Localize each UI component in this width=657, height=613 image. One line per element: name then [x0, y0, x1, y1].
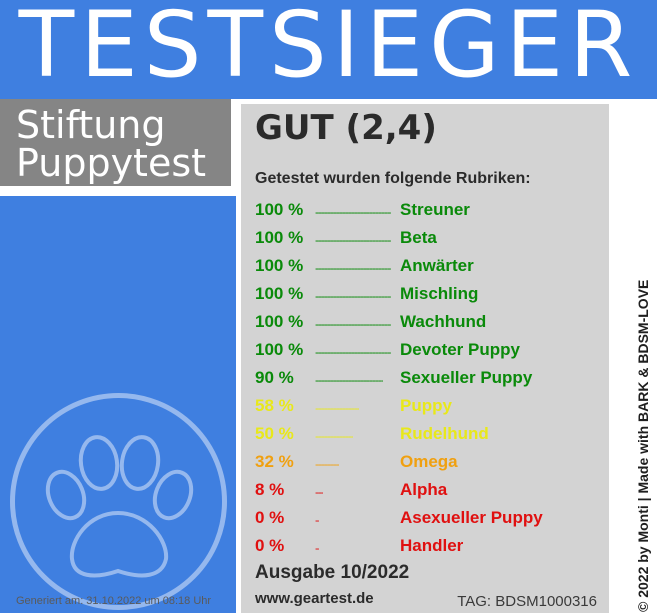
rubric-row: 100 % -----------------------------------… [241, 284, 609, 312]
rubric-row: 8 % -------------------------------------… [241, 480, 609, 508]
rubric-category: Beta [400, 228, 437, 247]
rubric-percent: 0 % [255, 508, 285, 527]
rubric-category: Puppy [400, 396, 452, 415]
rubric-percent: 50 % [255, 424, 294, 443]
rubric-percent: 32 % [255, 452, 294, 471]
rubric-dash-bar: ---------------------------------------- [315, 429, 353, 443]
testsieger-title: TESTSIEGER [18, 0, 639, 98]
rubric-dash-bar: ---------------------------------------- [315, 289, 391, 303]
rubric-percent: 100 % [255, 284, 304, 303]
paw-print-icon [10, 393, 227, 610]
rubric-dash-bar: ---------------------------------------- [315, 233, 391, 247]
header-banner: TESTSIEGER [0, 0, 657, 99]
rubric-percent: 0 % [255, 536, 285, 555]
rubric-category: Mischling [400, 284, 479, 303]
rubric-row: 100 % -----------------------------------… [241, 228, 609, 256]
rubric-dash-bar: ---------------------------------------- [315, 457, 339, 471]
credit-text: © 2022 by Monti | Made with BARK & BDSM-… [635, 279, 651, 612]
rubric-row: 0 % -------------------------------------… [241, 508, 609, 536]
rubrics-intro: Getestet wurden folgende Rubriken: [255, 170, 531, 187]
brand-box: Stiftung Puppytest [0, 99, 236, 196]
rubric-category: Streuner [400, 200, 470, 219]
rubric-category: Handler [400, 536, 464, 555]
rubric-category: Sexueller Puppy [400, 368, 533, 387]
rubric-row: 50 % ------------------------------------… [241, 424, 609, 452]
rubric-row: 100 % -----------------------------------… [241, 312, 609, 340]
rubric-percent: 8 % [255, 480, 285, 499]
left-panel: Stiftung Puppytest [0, 99, 236, 613]
rubric-row: 100 % -----------------------------------… [241, 340, 609, 368]
rubric-dash-bar: ---------------------------------------- [315, 401, 359, 415]
rubric-row: 32 % ------------------------------------… [241, 452, 609, 480]
rubric-percent: 100 % [255, 228, 304, 247]
rubric-row: 0 % -------------------------------------… [241, 536, 609, 564]
rubric-category: Rudelhund [400, 424, 489, 443]
rubric-category: Omega [400, 452, 458, 471]
brand-label: Stiftung Puppytest [0, 99, 231, 186]
generated-timestamp: Generiert am: 31.10.2022 um 08:18 Uhr [16, 595, 212, 607]
rubric-row: 90 % ------------------------------------… [241, 368, 609, 396]
rubric-category: Asexueller Puppy [400, 508, 543, 527]
rubric-percent: 100 % [255, 256, 304, 275]
website-link[interactable]: www.geartest.de [255, 590, 374, 607]
grade-heading: GUT (2,4) [255, 108, 437, 148]
rubric-category: Alpha [400, 480, 448, 499]
rubric-category: Anwärter [400, 256, 474, 275]
rubric-category: Devoter Puppy [400, 340, 520, 359]
rubric-percent: 90 % [255, 368, 294, 387]
rubric-percent: 58 % [255, 396, 294, 415]
rubric-dash-bar: ---------------------------------------- [315, 513, 319, 527]
brand-line-2: Puppytest [16, 141, 207, 185]
issue-label: Ausgabe 10/2022 [255, 562, 410, 583]
rubric-category: Wachhund [400, 312, 487, 331]
rubric-dash-bar: ---------------------------------------- [315, 541, 319, 555]
rubric-row: 58 % ------------------------------------… [241, 396, 609, 424]
rubric-dash-bar: ---------------------------------------- [315, 261, 391, 275]
rubric-dash-bar: ---------------------------------------- [315, 205, 391, 219]
rubric-dash-bar: ---------------------------------------- [315, 317, 391, 331]
rubric-percent: 100 % [255, 312, 304, 331]
credit-strip: © 2022 by Monti | Made with BARK & BDSM-… [614, 0, 657, 613]
rubric-dash-bar: ---------------------------------------- [315, 373, 383, 387]
brand-line-1: Stiftung [16, 103, 166, 147]
rubric-dash-bar: ---------------------------------------- [315, 485, 323, 499]
rubric-percent: 100 % [255, 340, 304, 359]
result-panel: GUT (2,4) Getestet wurden folgende Rubri… [241, 104, 609, 613]
rubric-dash-bar: ---------------------------------------- [315, 345, 391, 359]
rubric-row: 100 % -----------------------------------… [241, 200, 609, 228]
rubric-row: 100 % -----------------------------------… [241, 256, 609, 284]
rubric-percent: 100 % [255, 200, 304, 219]
tag-label: TAG: BDSM1000316 [457, 593, 597, 610]
